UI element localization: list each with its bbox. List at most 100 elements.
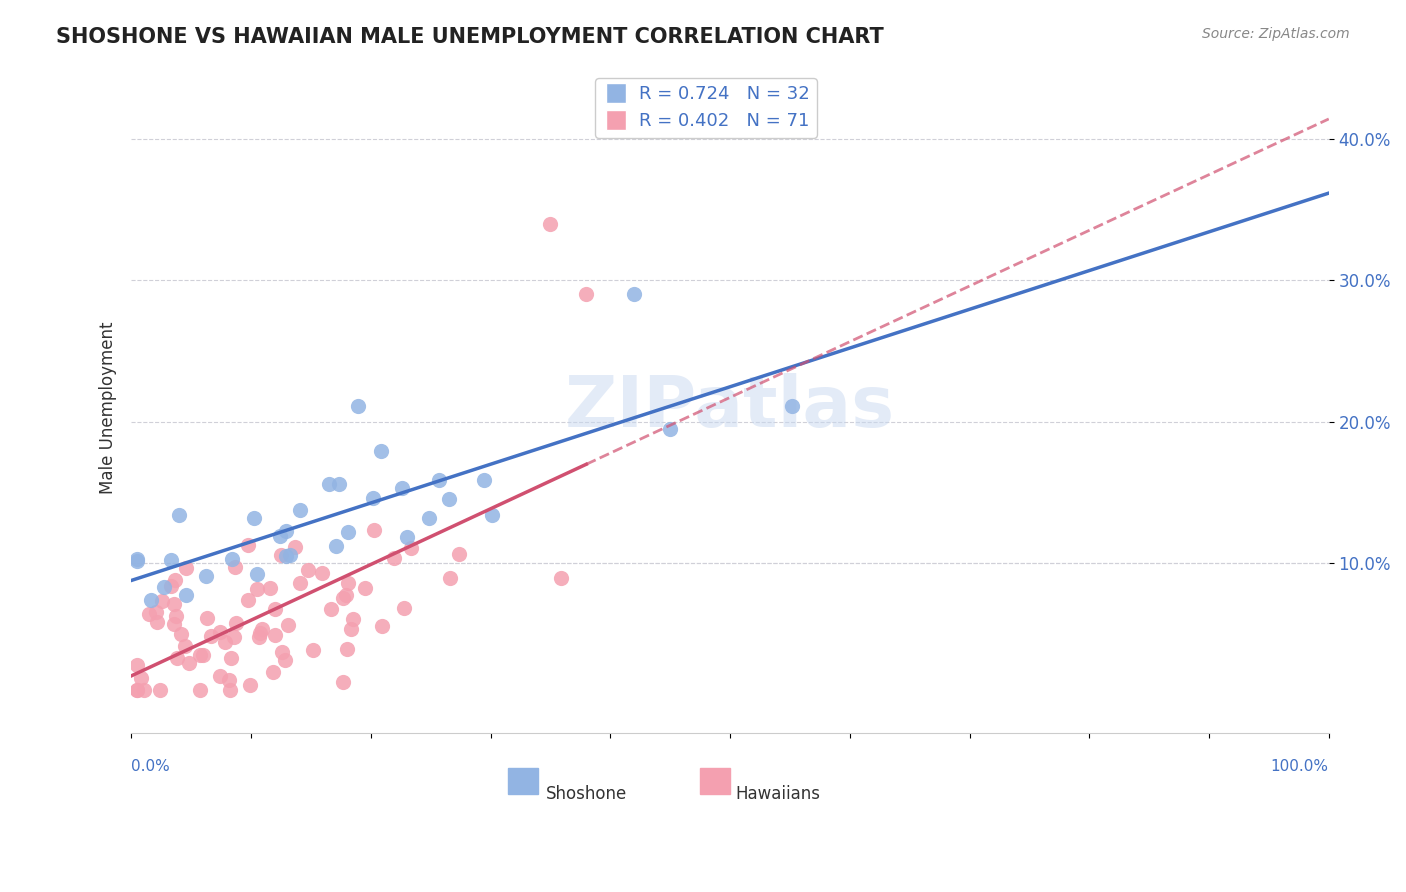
Text: ZIPatlas: ZIPatlas [565, 373, 896, 442]
Text: Hawaiians: Hawaiians [735, 785, 821, 803]
Point [262, 665, 284, 680]
Point [200, 629, 222, 643]
Point [132, 683, 155, 698]
Point [274, 549, 297, 564]
Point [188, 648, 211, 662]
Point [222, 631, 245, 645]
Point [276, 524, 298, 538]
Point [328, 477, 350, 491]
Point [127, 683, 149, 698]
Point [165, 609, 187, 624]
Point [290, 576, 312, 591]
Point [127, 657, 149, 672]
Point [221, 552, 243, 566]
Point [263, 628, 285, 642]
Point [550, 571, 572, 585]
Point [167, 508, 190, 523]
Point [270, 549, 292, 563]
Point [336, 641, 359, 656]
Point [188, 683, 211, 698]
Point [354, 582, 377, 596]
Point [163, 597, 186, 611]
Point [336, 576, 359, 591]
Point [195, 611, 218, 625]
Point [208, 625, 231, 640]
Bar [509, 769, 538, 795]
Point [439, 491, 461, 506]
Point [247, 630, 270, 644]
Point [336, 524, 359, 539]
Point [238, 538, 260, 552]
Point [321, 602, 343, 616]
Point [145, 615, 167, 629]
Point [332, 591, 354, 605]
Point [148, 682, 170, 697]
Point [418, 511, 440, 525]
Point [246, 567, 269, 582]
Text: SHOSHONE VS HAWAIIAN MALE UNEMPLOYMENT CORRELATION CHART: SHOSHONE VS HAWAIIAN MALE UNEMPLOYMENT C… [56, 27, 884, 46]
Point [575, 287, 598, 301]
Point [153, 580, 176, 594]
Point [145, 606, 167, 620]
Point [269, 529, 291, 543]
Point [127, 683, 149, 698]
Point [311, 566, 333, 580]
Point [162, 616, 184, 631]
Point [170, 627, 193, 641]
Point [302, 643, 325, 657]
Point [382, 551, 405, 566]
Point [176, 561, 198, 575]
Point [263, 602, 285, 616]
Point [219, 651, 242, 665]
Point [318, 476, 340, 491]
Point [538, 217, 561, 231]
Point [274, 653, 297, 667]
Point [193, 648, 215, 663]
Point [194, 569, 217, 583]
Point [363, 524, 385, 538]
Point [439, 571, 461, 585]
Point [214, 635, 236, 649]
Point [238, 592, 260, 607]
Point [447, 547, 470, 561]
Point [177, 656, 200, 670]
Point [401, 541, 423, 555]
Point [150, 594, 173, 608]
Point [252, 622, 274, 636]
Point [127, 552, 149, 566]
Point [127, 554, 149, 568]
Y-axis label: Male Unemployment: Male Unemployment [100, 321, 117, 493]
Point [325, 539, 347, 553]
Point [129, 671, 152, 685]
Point [246, 582, 269, 597]
Point [259, 582, 281, 596]
Point [278, 549, 301, 563]
Point [780, 400, 803, 414]
Point [138, 607, 160, 621]
Point [225, 616, 247, 631]
Point [335, 588, 357, 602]
Point [224, 559, 246, 574]
Point [392, 601, 415, 615]
Point [361, 491, 384, 505]
Legend: R = 0.724   N = 32, R = 0.402   N = 71: R = 0.724 N = 32, R = 0.402 N = 71 [595, 78, 817, 137]
Point [346, 400, 368, 414]
Point [219, 683, 242, 698]
Point [371, 619, 394, 633]
Point [249, 625, 271, 640]
Point [297, 563, 319, 577]
Point [342, 612, 364, 626]
Point [141, 593, 163, 607]
Point [332, 674, 354, 689]
Text: 0.0%: 0.0% [131, 759, 170, 773]
Point [239, 678, 262, 692]
Point [623, 287, 645, 301]
Point [209, 669, 232, 683]
Point [277, 617, 299, 632]
Point [159, 578, 181, 592]
Point [472, 473, 495, 487]
Point [391, 481, 413, 495]
Point [160, 552, 183, 566]
Point [340, 622, 363, 636]
Point [427, 474, 450, 488]
